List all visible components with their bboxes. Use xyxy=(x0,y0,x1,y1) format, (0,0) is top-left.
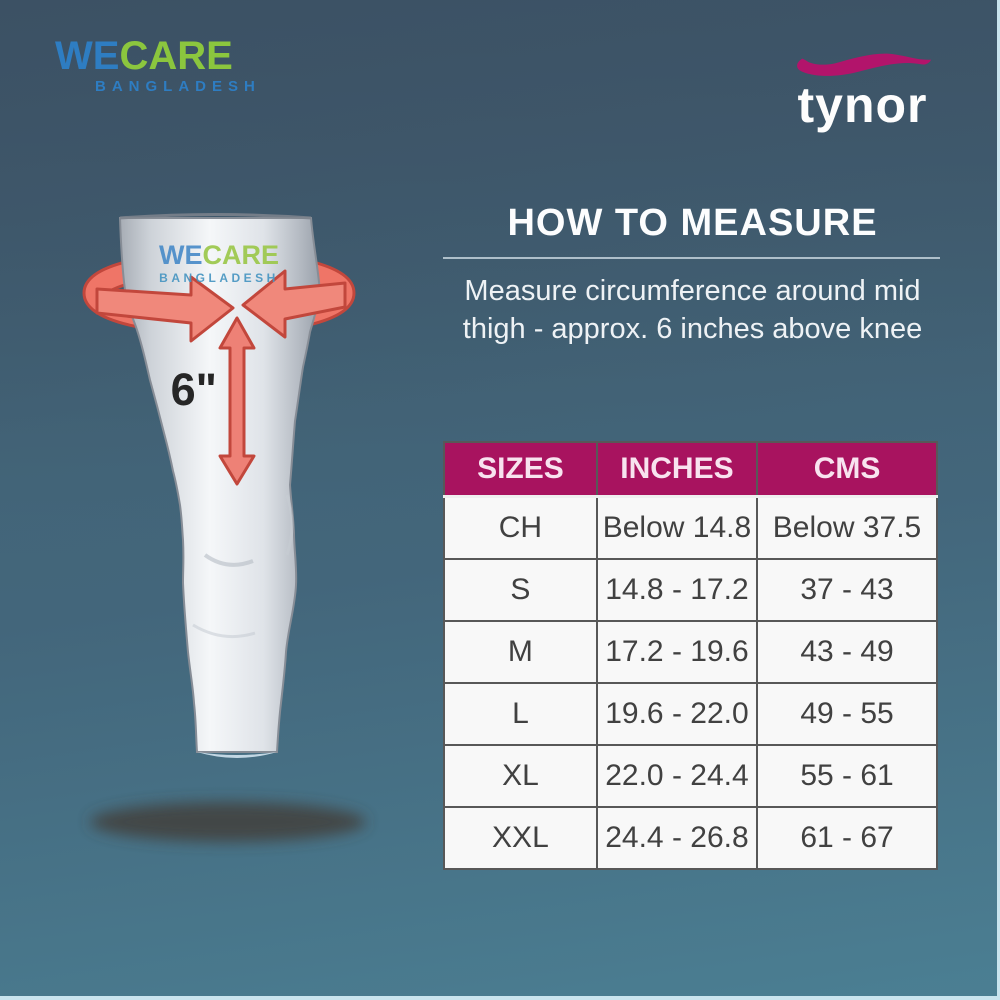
table-row: XXL 24.4 - 26.8 61 - 67 xyxy=(443,806,938,870)
cell-inches: 14.8 - 17.2 xyxy=(595,558,759,622)
cell-inches: 22.0 - 24.4 xyxy=(595,744,759,808)
cell-size: S xyxy=(443,558,598,622)
right-arrow xyxy=(241,269,347,339)
tynor-wordmark: tynor xyxy=(797,77,928,133)
howto-description-line1: Measure circumference around mid xyxy=(464,275,921,307)
cell-cms: 49 - 55 xyxy=(756,682,938,746)
title-divider xyxy=(443,257,940,259)
table-row: L 19.6 - 22.0 49 - 55 xyxy=(443,682,938,746)
cell-size: M xyxy=(443,620,598,684)
wecare-we-text: WE xyxy=(55,34,120,78)
leg-shadow xyxy=(90,802,366,842)
cell-size: CH xyxy=(443,495,598,560)
vertical-distance-arrow xyxy=(218,316,256,486)
table-row: CH Below 14.8 Below 37.5 xyxy=(443,495,938,560)
cell-inches: Below 14.8 xyxy=(595,495,759,560)
howto-description: Measure circumference around mid thigh -… xyxy=(420,272,965,349)
table-row: S 14.8 - 17.2 37 - 43 xyxy=(443,558,938,622)
wecare-wordmark: WECARE xyxy=(55,36,261,76)
six-inch-label: 6" xyxy=(171,364,217,415)
leg-illustration: 6" xyxy=(82,213,366,842)
leg-shape xyxy=(118,213,322,758)
watermark-we-text: WE xyxy=(158,240,203,270)
cell-cms: 37 - 43 xyxy=(756,558,938,622)
table-row: M 17.2 - 19.6 43 - 49 xyxy=(443,620,938,684)
cell-cms: 61 - 67 xyxy=(756,806,938,870)
tynor-logo: tynor xyxy=(780,40,945,130)
cell-cms: 55 - 61 xyxy=(756,744,938,808)
wecare-logo: WECARE BANGLADESH xyxy=(55,36,261,94)
cell-size: XXL xyxy=(443,806,598,870)
howto-description-line2: thigh - approx. 6 inches above knee xyxy=(462,313,923,346)
leg-watermark: WECARE BANGLADESH xyxy=(143,242,295,285)
howto-title: HOW TO MEASURE xyxy=(507,202,878,244)
cell-inches: 24.4 - 26.8 xyxy=(595,806,759,870)
cell-size: L xyxy=(443,682,598,746)
wecare-care-text: CARE xyxy=(119,34,233,78)
header-sizes: SIZES xyxy=(443,441,598,498)
header-inches: INCHES xyxy=(595,441,759,498)
cell-size: XL xyxy=(443,744,598,808)
watermark-country-text: BANGLADESH xyxy=(159,271,279,285)
cell-cms: 43 - 49 xyxy=(756,620,938,684)
size-table: SIZES INCHES CMS CH Below 14.8 Below 37.… xyxy=(443,441,938,870)
wecare-country-text: BANGLADESH xyxy=(95,78,261,95)
circumference-arrows xyxy=(95,269,347,343)
size-table-header-row: SIZES INCHES CMS xyxy=(443,441,938,498)
watermark-wordmark: WECARE xyxy=(143,242,295,269)
tynor-swoosh-icon xyxy=(796,53,931,76)
leg-measurement-figure: 6" WECARE BANGLADESH xyxy=(55,205,385,865)
cell-inches: 19.6 - 22.0 xyxy=(595,682,759,746)
left-arrow xyxy=(95,275,235,343)
cell-cms: Below 37.5 xyxy=(756,495,938,560)
table-row: XL 22.0 - 24.4 55 - 61 xyxy=(443,744,938,808)
header-cms: CMS xyxy=(756,441,938,498)
watermark-care-text: CARE xyxy=(202,240,279,270)
cell-inches: 17.2 - 19.6 xyxy=(595,620,759,684)
